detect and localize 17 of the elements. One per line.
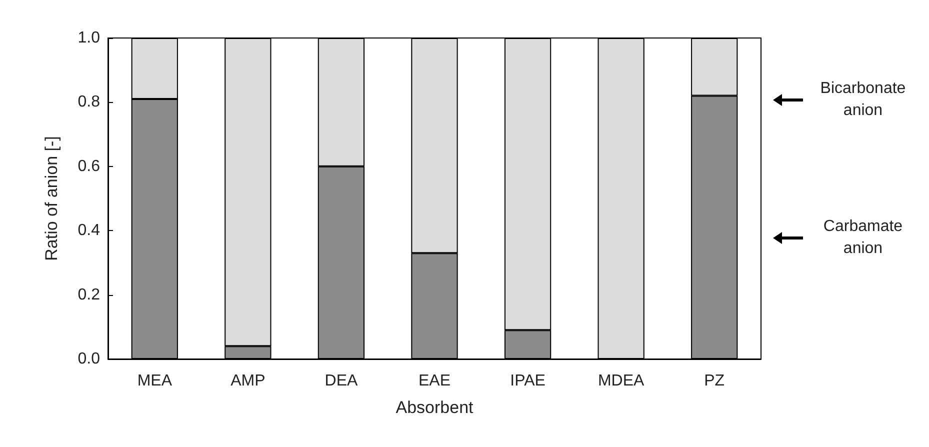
x-tick-label: PZ xyxy=(704,372,725,390)
x-tick-label: MEA xyxy=(137,372,172,390)
y-tick-label: 0.6 xyxy=(78,158,100,175)
y-axis-title: Ratio of anion [-] xyxy=(42,136,61,261)
x-axis-title: Absorbent xyxy=(396,398,474,417)
y-tick-label: 0.8 xyxy=(78,94,100,111)
y-tick-label: 0.0 xyxy=(78,350,100,368)
y-tick-label: 0.4 xyxy=(78,222,100,240)
text: Bicarbonate anion xyxy=(819,79,907,121)
x-tick-label: EAE xyxy=(418,372,451,390)
x-tick-label: MDEA xyxy=(598,372,645,390)
x-tick-label: IPAE xyxy=(510,372,546,390)
y-tick-label: 0.2 xyxy=(78,286,100,304)
x-tick-label: AMP xyxy=(230,372,266,390)
x-tick-label: DEA xyxy=(324,372,358,390)
y-tick-label: 1.0 xyxy=(78,30,100,46)
text: Carbamate anion xyxy=(822,217,904,259)
